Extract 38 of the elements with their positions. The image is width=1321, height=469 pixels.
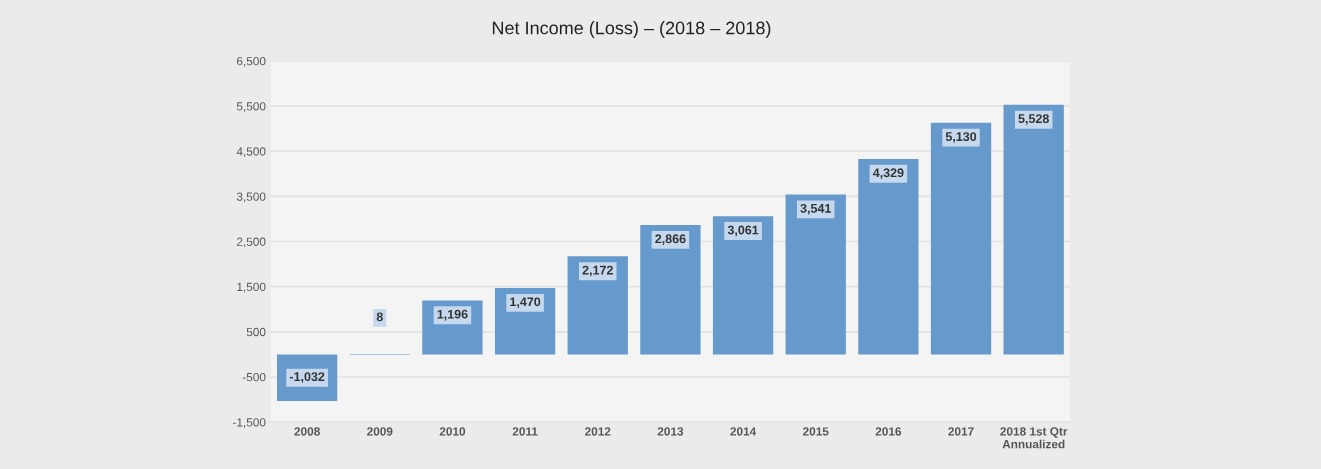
data-label: 5,130 <box>945 132 977 143</box>
x-tick-label: 2018 1st Qtr Annualized <box>1000 427 1068 449</box>
y-tick-label: 6,500 <box>237 57 266 67</box>
y-tick-label: 5,500 <box>236 102 266 112</box>
data-label: -1,032 <box>289 372 325 383</box>
x-tick-label: 2016 <box>875 427 902 436</box>
x-tick-label: 2011 <box>512 427 538 436</box>
bar <box>785 194 846 355</box>
x-tick-label: 2014 <box>730 427 757 436</box>
x-tick-label: 2015 <box>803 427 829 436</box>
data-label: 5,528 <box>1018 114 1049 125</box>
y-tick-label: -1,500 <box>233 418 266 428</box>
y-tick-label: 500 <box>246 327 266 337</box>
bar <box>640 225 701 355</box>
x-tick-label: 2010 <box>439 427 466 436</box>
data-label: 2,172 <box>582 265 613 277</box>
bar <box>930 122 992 355</box>
y-tick-label: 1,500 <box>237 282 266 293</box>
data-label: 2,866 <box>655 234 686 246</box>
data-label: 1,196 <box>437 309 468 321</box>
bar <box>712 216 774 355</box>
bar <box>1003 104 1064 355</box>
x-tick-label: 2017 <box>948 427 974 436</box>
x-tick-label: 2009 <box>367 427 393 436</box>
y-tick-label: 2,500 <box>237 237 266 248</box>
x-tick-label: 2013 <box>657 427 684 436</box>
y-tick-label: 4,500 <box>236 147 266 158</box>
data-label: 4,329 <box>872 168 904 179</box>
y-tick-label: -500 <box>242 372 266 382</box>
chart-title: Net Income (Loss) – (2018 – 2018) <box>492 21 771 38</box>
bar <box>858 158 919 355</box>
data-label: 1,470 <box>510 297 541 309</box>
x-tick-label: 2012 <box>585 427 611 436</box>
y-tick-label: 3,500 <box>236 192 266 203</box>
data-label: 3,541 <box>800 203 832 215</box>
data-label: 8 <box>376 312 383 322</box>
x-tick-label: 2008 <box>294 427 320 436</box>
data-label: 3,061 <box>727 225 759 237</box>
